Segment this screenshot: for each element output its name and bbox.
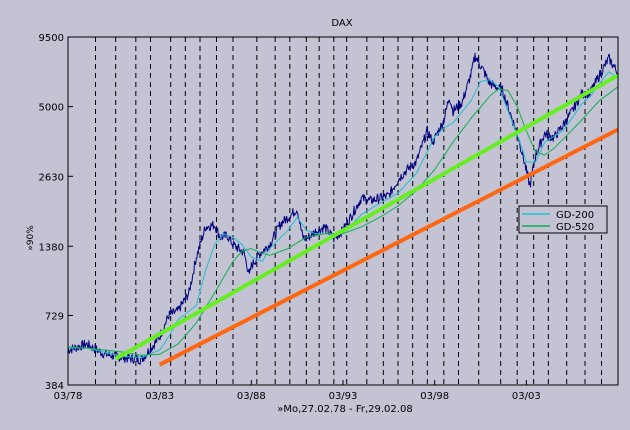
y-axis: 384 729 1380 2630 5000 9500: [39, 33, 73, 392]
y-tick-label: 384: [45, 381, 64, 392]
x-axis: 03/78 03/83 03/88 03/93 03/98 03/03: [54, 380, 541, 402]
y-tick-label: 5000: [39, 103, 64, 114]
x-tick-label: 03/98: [420, 391, 449, 402]
x-tick-label: 03/88: [237, 391, 266, 402]
legend: GD-200 GD-520: [518, 205, 608, 234]
x-tick-label: 03/93: [329, 391, 358, 402]
chart-title: DAX: [331, 18, 352, 29]
legend-label-gd200: GD-200: [556, 210, 594, 221]
x-tick-label: 03/83: [145, 391, 174, 402]
x-tick-label: 03/03: [512, 391, 541, 402]
legend-box: [518, 205, 608, 234]
plot-area: [67, 37, 619, 385]
y-tick-label: 2630: [39, 172, 64, 183]
y-tick-label: 729: [45, 311, 64, 322]
y-tick-label: 9500: [39, 33, 64, 44]
y-axis-label: »90%: [26, 225, 36, 251]
x-axis-label: »Mo,27.02.78 - Fr,29.02.08: [277, 404, 412, 415]
series-line-gd-200: [68, 71, 619, 358]
series-line-upper-trend-line: [114, 73, 619, 361]
series-line-lower-trend-line: [158, 127, 619, 367]
series-line-gd-520: [67, 86, 619, 356]
x-tick-label: 03/78: [54, 391, 83, 402]
legend-label-gd520: GD-520: [556, 222, 594, 233]
y-tick-label: 1380: [39, 242, 64, 253]
